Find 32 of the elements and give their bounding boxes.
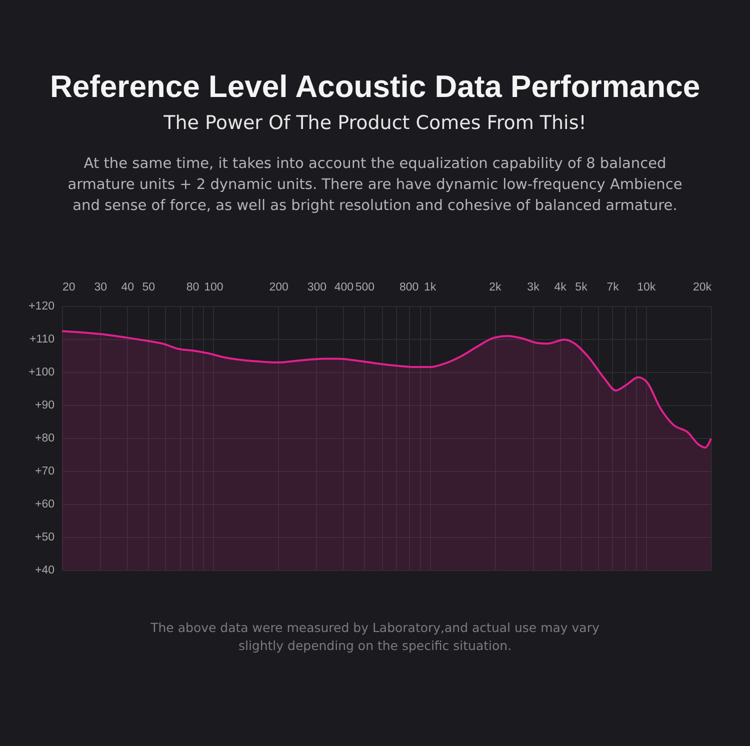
x-tick-label: 7k bbox=[606, 282, 620, 294]
y-tick-label: +90 bbox=[34, 400, 54, 412]
x-tick-label: 200 bbox=[269, 282, 288, 294]
y-tick-label: +120 bbox=[28, 300, 54, 312]
x-tick-label: 50 bbox=[142, 282, 155, 294]
x-tick-label: 10k bbox=[637, 282, 656, 294]
x-tick-label: 300 bbox=[307, 282, 327, 294]
x-tick-label: 2k bbox=[489, 282, 502, 294]
x-tick-label: 40 bbox=[121, 282, 134, 294]
y-tick-label: +60 bbox=[34, 498, 54, 510]
y-tick-label: +100 bbox=[28, 366, 54, 378]
x-tick-label: 5k bbox=[575, 282, 588, 294]
x-tick-label: 80 bbox=[186, 282, 200, 294]
y-tick-label: +50 bbox=[34, 532, 54, 544]
text: At the same time, it takes into account the equalization capability of 8 balanced armature units + 2 dynamic units. There are have dynamic low-frequency Ambience and sense of force, as well as bright resolution and cohesive of balanced armature. bbox=[66, 155, 684, 216]
chart-subtitle: The Power Of The Product Comes From This! bbox=[162, 112, 588, 134]
x-tick-label: 800 bbox=[399, 282, 419, 294]
x-tick-label: 20k bbox=[692, 282, 712, 294]
y-tick-label: +80 bbox=[34, 432, 54, 444]
chart-title: Reference Level Acoustic Data Performance bbox=[48, 68, 702, 106]
x-tick-label: 4k bbox=[554, 282, 567, 294]
y-tick-label: +110 bbox=[29, 334, 54, 346]
x-tick-label: 500 bbox=[355, 282, 375, 294]
y-tick-label: +40 bbox=[34, 564, 54, 576]
x-tick-label: 400 bbox=[334, 282, 354, 294]
x-tick-label: 3k bbox=[527, 282, 540, 294]
x-tick-label: 100 bbox=[204, 282, 224, 294]
y-tick-label: +70 bbox=[34, 466, 54, 478]
text: The above data were measured by Laboratory,and actual use may vary slightly depending on the specific situation. bbox=[150, 619, 600, 655]
x-tick-label: 30 bbox=[94, 282, 107, 294]
x-tick-label: 20 bbox=[62, 282, 76, 294]
x-tick-label: 1k bbox=[424, 282, 436, 294]
